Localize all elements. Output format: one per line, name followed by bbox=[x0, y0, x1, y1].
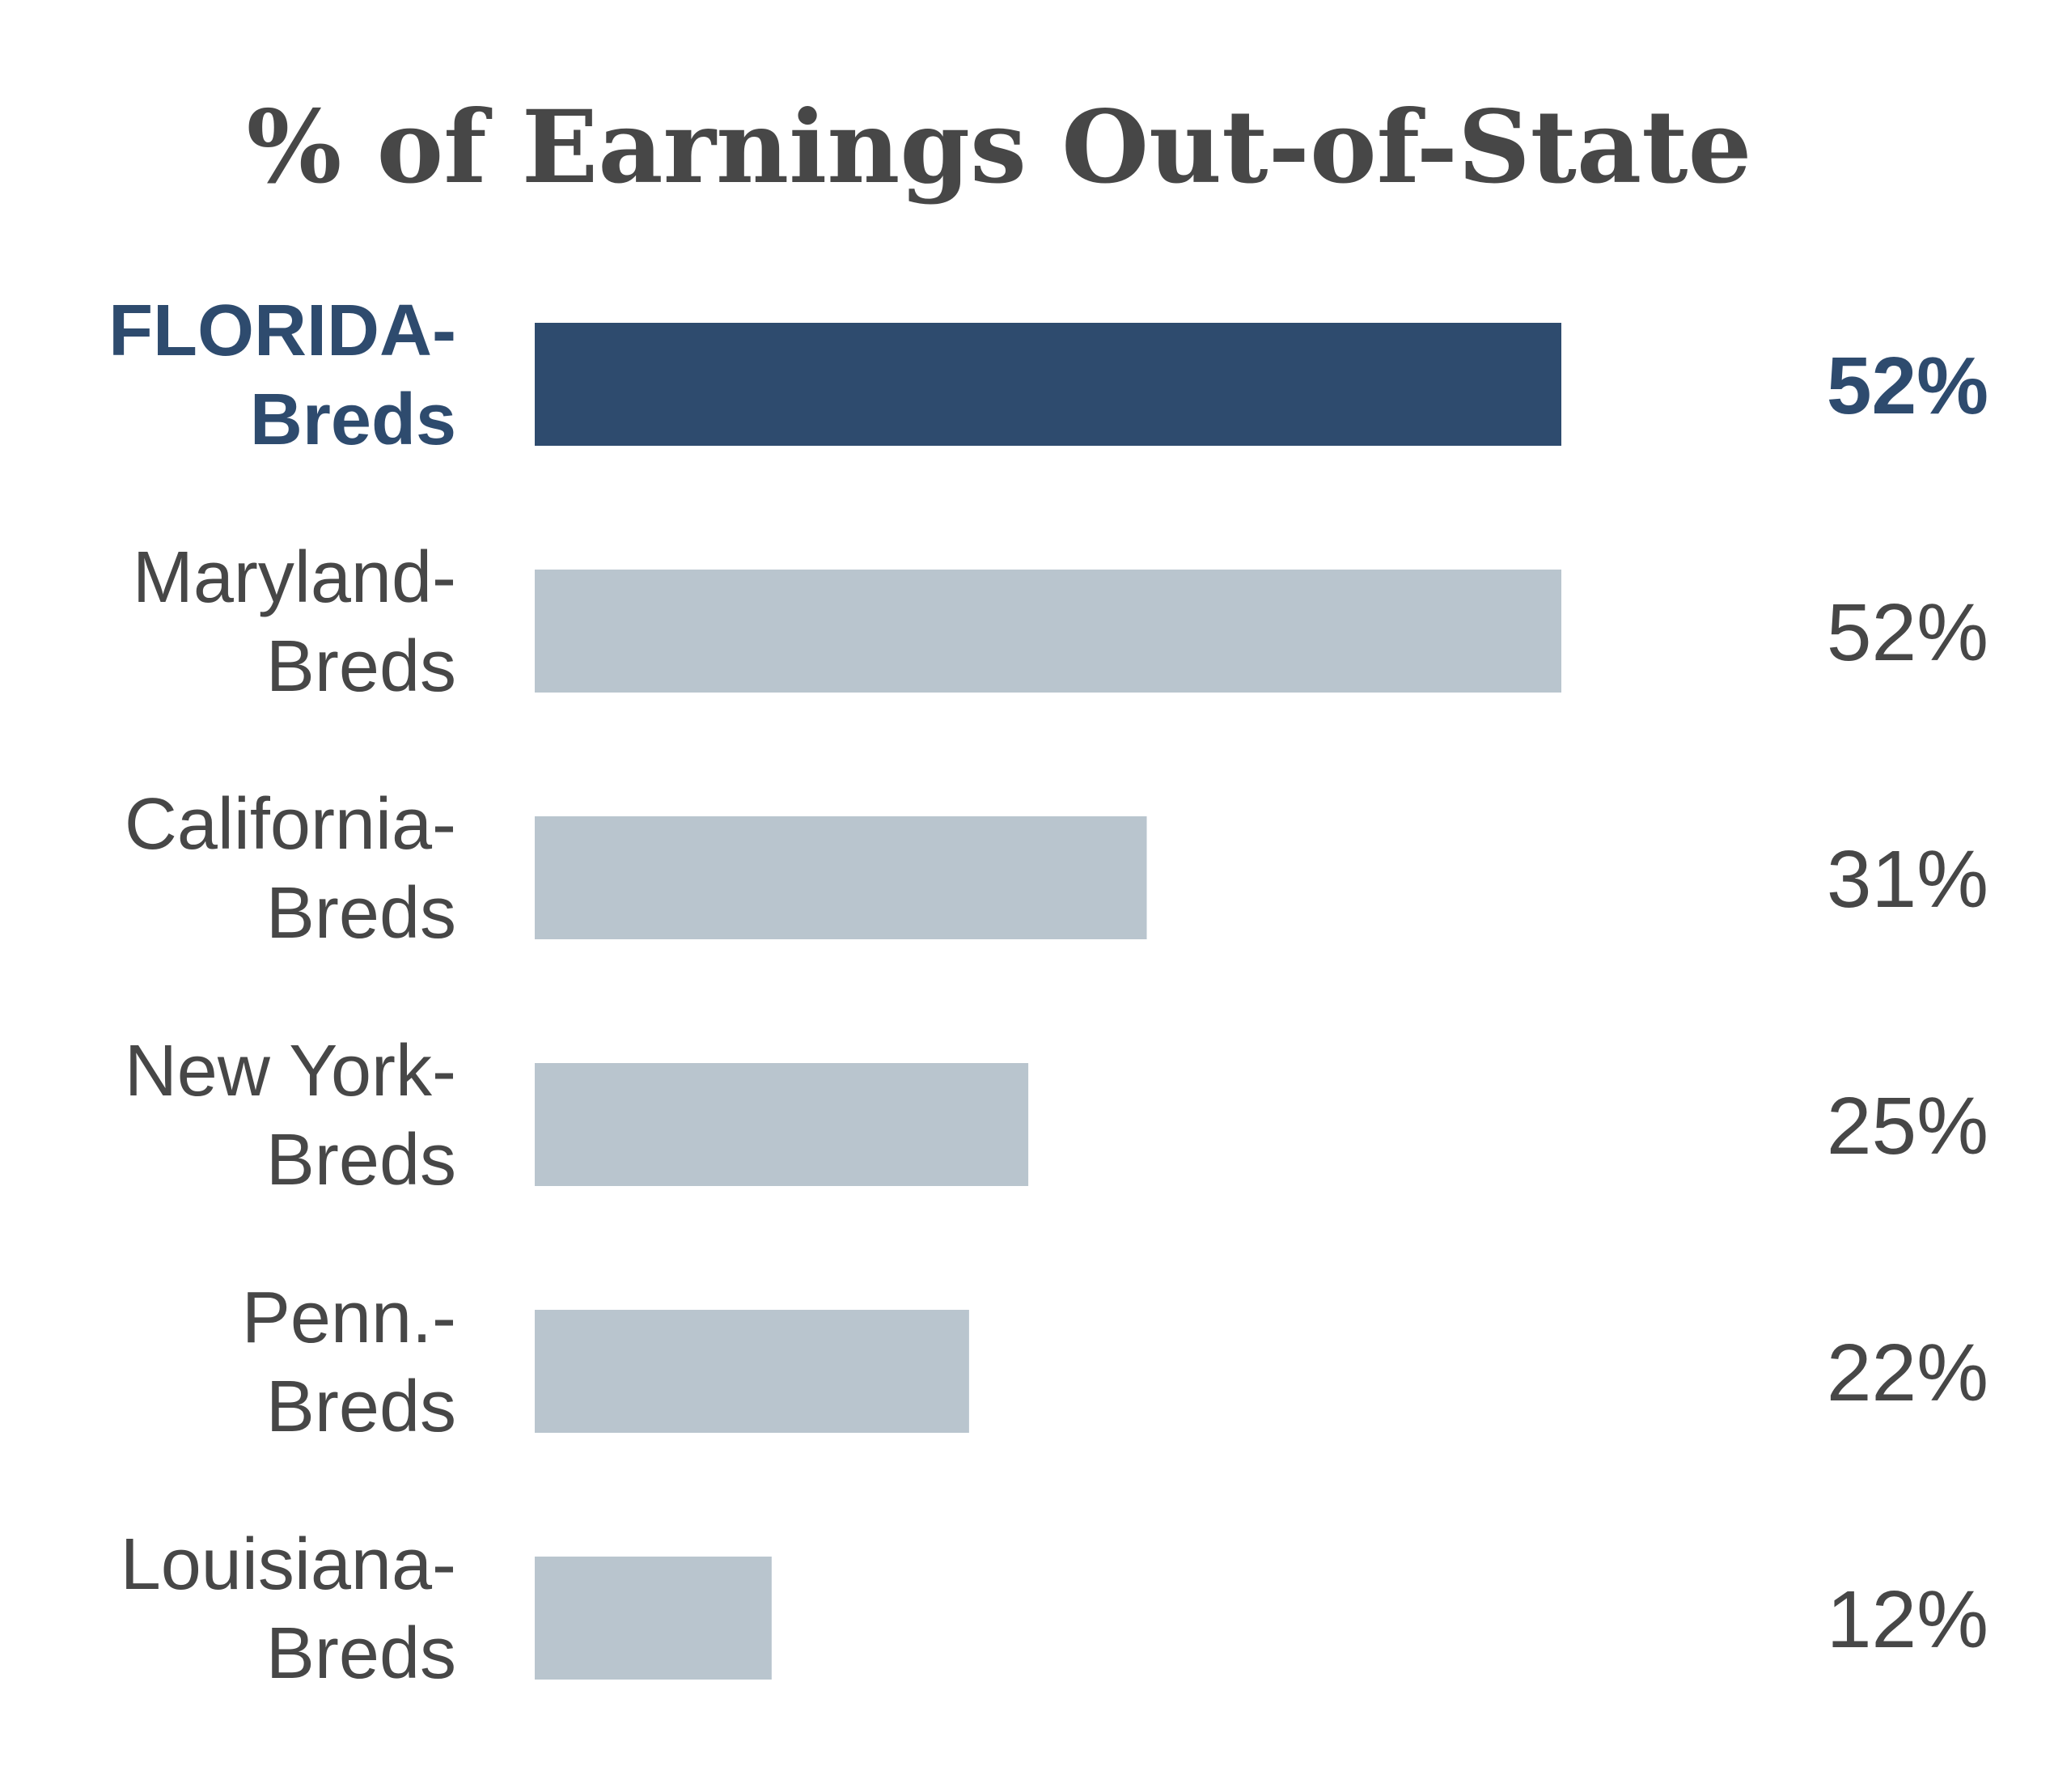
category-label: Breds bbox=[266, 1366, 456, 1447]
category-label: Breds bbox=[266, 873, 456, 954]
category-label: Penn.- bbox=[242, 1277, 456, 1358]
value-label: 25% bbox=[1827, 1081, 1988, 1171]
bar-2 bbox=[535, 816, 1147, 939]
category-label: Breds bbox=[266, 1613, 456, 1694]
value-label: 52% bbox=[1827, 587, 1988, 678]
category-label: Breds bbox=[250, 379, 456, 460]
value-label: 31% bbox=[1827, 834, 1988, 925]
category-label: Breds bbox=[266, 626, 456, 707]
bar-4 bbox=[535, 1310, 969, 1433]
bar-5 bbox=[535, 1557, 772, 1680]
value-label: 52% bbox=[1827, 341, 1988, 431]
bar-3 bbox=[535, 1063, 1029, 1186]
category-label: California- bbox=[125, 784, 456, 865]
value-label: 12% bbox=[1827, 1574, 1988, 1665]
chart-title: % of Earnings Out-of-State bbox=[247, 89, 1752, 206]
bar-0 bbox=[535, 323, 1561, 446]
category-label: Louisiana- bbox=[121, 1524, 456, 1605]
value-label: 22% bbox=[1827, 1328, 1988, 1418]
category-label: New York- bbox=[125, 1031, 456, 1112]
category-label: Maryland- bbox=[133, 537, 456, 618]
category-label: FLORIDA- bbox=[108, 290, 456, 371]
category-label: Breds bbox=[266, 1120, 456, 1201]
bar-1 bbox=[535, 570, 1561, 693]
